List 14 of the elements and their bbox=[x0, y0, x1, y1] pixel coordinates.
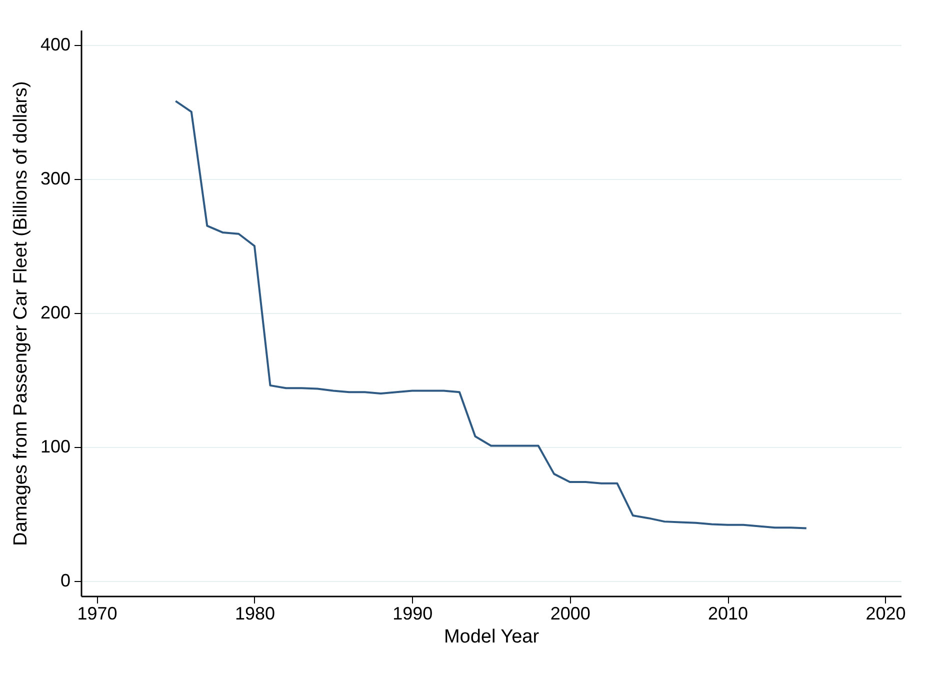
x-tick-label: 1990 bbox=[392, 604, 433, 624]
y-tick-label: 300 bbox=[40, 168, 70, 188]
x-tick-label: 2020 bbox=[866, 604, 906, 624]
x-axis-title: Model Year bbox=[444, 626, 540, 648]
y-tick-label: 200 bbox=[40, 302, 70, 322]
x-tick-label: 1980 bbox=[234, 604, 275, 624]
x-tick-label: 2000 bbox=[550, 604, 590, 624]
y-tick-label: 0 bbox=[60, 570, 70, 591]
y-tick-label: 100 bbox=[40, 436, 70, 457]
y-tick-label: 400 bbox=[40, 34, 70, 54]
line-series bbox=[174, 100, 808, 530]
x-tick-label: 1970 bbox=[77, 604, 118, 624]
x-tick-label: 2010 bbox=[708, 604, 748, 624]
y-axis-title: Damages from Passenger Car Fleet (Billions of dollars) bbox=[10, 81, 32, 546]
